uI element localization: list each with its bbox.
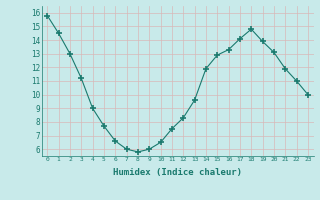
X-axis label: Humidex (Indice chaleur): Humidex (Indice chaleur)	[113, 168, 242, 177]
